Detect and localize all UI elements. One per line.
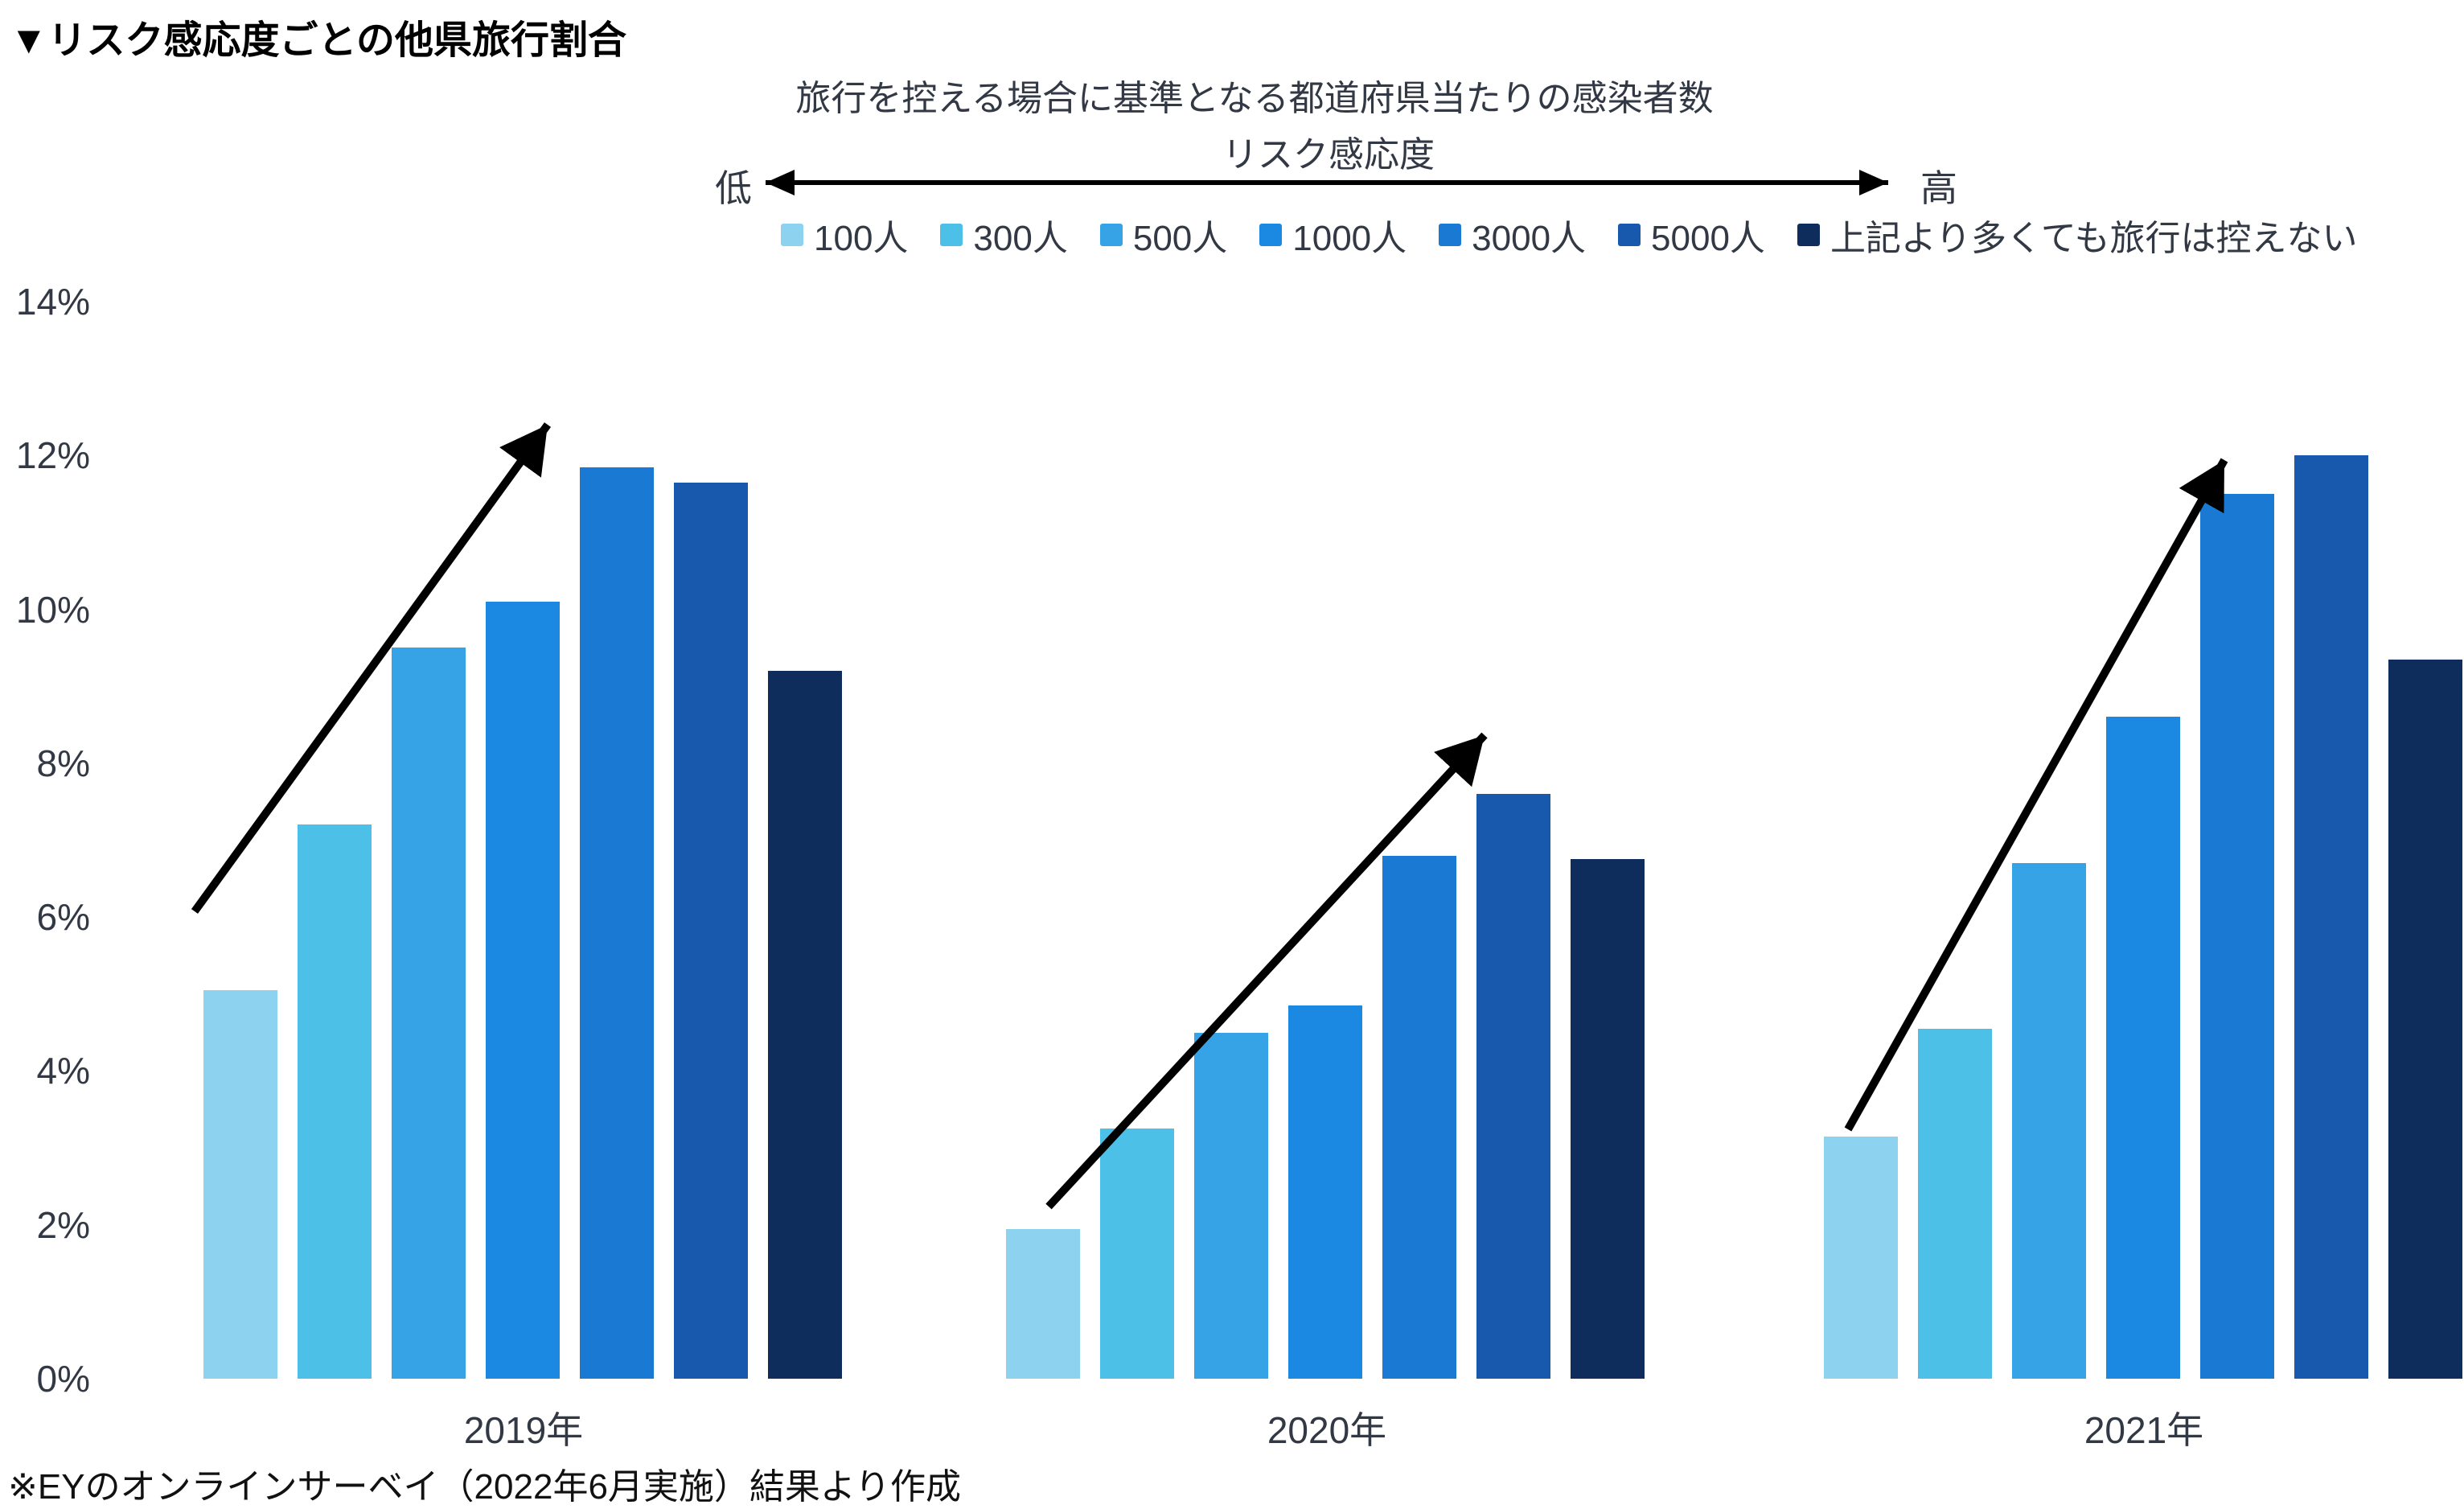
risk-low-label: 低 bbox=[715, 167, 752, 209]
bar-2019年-300人 bbox=[298, 824, 372, 1379]
bar-2020年-100人 bbox=[1006, 1228, 1080, 1379]
page-title: ▼リスク感応度ごとの他県旅行割合 bbox=[10, 19, 627, 62]
y-axis-tick-8%: 8% bbox=[36, 742, 90, 784]
legend-label: 3000人 bbox=[1472, 219, 1587, 258]
bar-group-2021年 bbox=[1824, 455, 2462, 1379]
legend-swatch-icon bbox=[781, 224, 803, 246]
bar-2021年-500人 bbox=[2012, 863, 2086, 1379]
legend-item-5000人: 5000人 bbox=[1618, 209, 1765, 261]
bar-2020年-5000人 bbox=[1476, 794, 1550, 1379]
bar-2019年-上記より多くても旅行は控えない bbox=[768, 671, 842, 1379]
legend-label: 100人 bbox=[814, 219, 909, 258]
legend-item-300人: 300人 bbox=[940, 209, 1068, 261]
bar-2019年-1000人 bbox=[486, 602, 560, 1379]
y-axis-tick-2%: 2% bbox=[36, 1203, 90, 1246]
risk-sensitivity-axis-label: リスク感応度 bbox=[1222, 135, 1435, 175]
legend-swatch-icon bbox=[1099, 224, 1123, 246]
legend-swatch-icon bbox=[1797, 224, 1820, 246]
bar-2021年-100人 bbox=[1824, 1136, 1898, 1379]
bar-2021年-5000人 bbox=[2294, 455, 2368, 1379]
legend-label: 1000人 bbox=[1292, 219, 1407, 258]
legend-item-1000人: 1000人 bbox=[1259, 209, 1407, 261]
legend-label: 500人 bbox=[1132, 219, 1228, 258]
bar-2019年-500人 bbox=[392, 648, 466, 1379]
bar-2020年-500人 bbox=[1194, 1032, 1268, 1379]
y-axis-tick-12%: 12% bbox=[15, 434, 90, 477]
bar-2021年-上記より多くても旅行は控えない bbox=[2388, 659, 2462, 1379]
legend-label: 300人 bbox=[973, 219, 1068, 258]
legend-item-3000人: 3000人 bbox=[1439, 209, 1586, 261]
legend-swatch-icon bbox=[940, 224, 963, 246]
bar-2020年-3000人 bbox=[1382, 855, 1456, 1379]
footnote: ※EYのオンラインサーベイ（2022年6月実施）結果より作成 bbox=[8, 1467, 962, 1507]
bar-2021年-3000人 bbox=[2200, 494, 2274, 1379]
legend-item-上記より多くても旅行は控えない: 上記より多くても旅行は控えない bbox=[1797, 209, 2358, 261]
legend: 100人 300人 500人 1000人 3000人 5000人 上記より多くても旅行は控え… bbox=[781, 209, 2358, 261]
bar-2019年-100人 bbox=[203, 990, 277, 1379]
bar-2021年-300人 bbox=[1918, 1028, 1992, 1379]
bar-2019年-3000人 bbox=[580, 467, 654, 1379]
bar-2019年-5000人 bbox=[674, 482, 748, 1379]
bar-2020年-上記より多くても旅行は控えない bbox=[1571, 859, 1645, 1379]
category-label-2021年: 2021年 bbox=[2084, 1409, 2204, 1451]
legend-swatch-icon bbox=[1259, 224, 1283, 246]
legend-item-100人: 100人 bbox=[781, 209, 908, 261]
bar-group-2020年 bbox=[1006, 794, 1645, 1379]
legend-label: 5000人 bbox=[1651, 219, 1765, 258]
legend-swatch-icon bbox=[1439, 224, 1462, 246]
bar-2021年-1000人 bbox=[2106, 717, 2180, 1379]
chart-subtitle: 旅行を控える場合に基準となる都道府県当たりの感染者数 bbox=[795, 79, 1714, 118]
y-axis-tick-0%: 0% bbox=[36, 1358, 90, 1400]
y-axis-tick-10%: 10% bbox=[15, 588, 90, 631]
bar-2020年-300人 bbox=[1100, 1129, 1174, 1379]
legend-item-500人: 500人 bbox=[1099, 209, 1228, 261]
y-axis-tick-14%: 14% bbox=[15, 281, 90, 323]
bar-group-2019年 bbox=[203, 467, 842, 1379]
y-axis-tick-4%: 4% bbox=[36, 1050, 90, 1092]
bar-2020年-1000人 bbox=[1288, 1005, 1362, 1379]
category-label-2020年: 2020年 bbox=[1267, 1409, 1387, 1451]
y-axis-tick-6%: 6% bbox=[36, 896, 90, 939]
legend-label: 上記より多くても旅行は控えない bbox=[1830, 219, 2358, 258]
category-label-2019年: 2019年 bbox=[463, 1409, 584, 1451]
legend-swatch-icon bbox=[1618, 224, 1641, 246]
risk-high-label: 高 bbox=[1920, 167, 1957, 209]
